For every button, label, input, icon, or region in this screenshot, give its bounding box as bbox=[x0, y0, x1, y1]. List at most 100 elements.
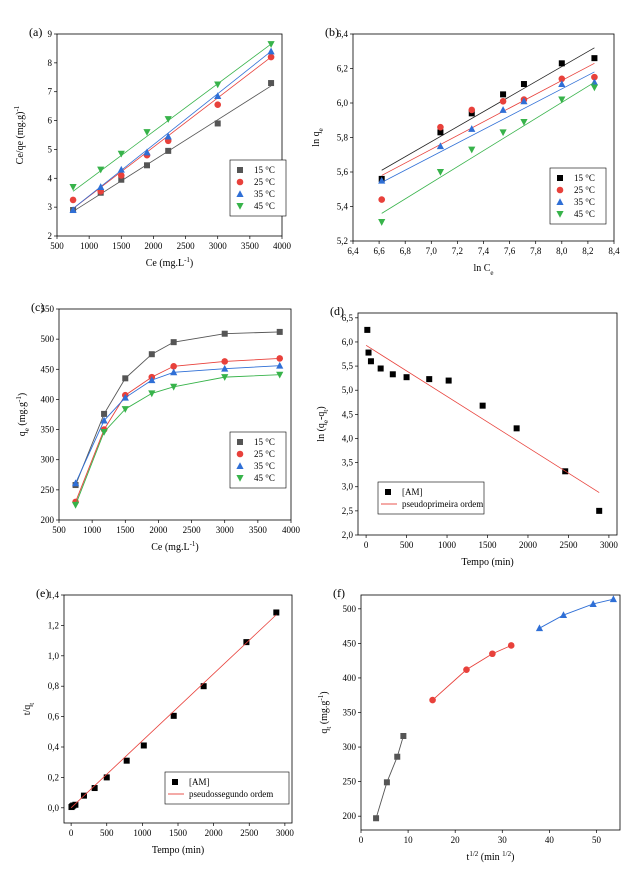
y-tick-label: 6,0 bbox=[342, 337, 354, 347]
series-2 bbox=[71, 361, 284, 487]
y-tick-label: 5,8 bbox=[337, 133, 349, 143]
x-axis-label: Tempo (min) bbox=[152, 845, 204, 856]
data-point bbox=[118, 176, 125, 183]
data-point bbox=[143, 129, 151, 136]
y-tick-label: 3,0 bbox=[342, 482, 354, 492]
data-point bbox=[558, 60, 565, 67]
y-tick-label: 2,0 bbox=[342, 530, 354, 540]
data-point bbox=[367, 358, 374, 365]
x-tick-label: 1500 bbox=[169, 828, 188, 838]
data-point bbox=[117, 165, 125, 173]
x-tick-label: 8,2 bbox=[582, 246, 593, 256]
data-point bbox=[609, 595, 618, 603]
legend-marker bbox=[556, 211, 564, 218]
y-tick-label: 2,5 bbox=[342, 506, 354, 516]
data-point bbox=[400, 733, 407, 739]
legend-marker bbox=[556, 186, 564, 194]
x-tick-label: 6,8 bbox=[400, 246, 412, 256]
x-tick-label: 500 bbox=[50, 241, 64, 251]
fit-line bbox=[72, 43, 272, 192]
y-tick-label: 6,0 bbox=[337, 98, 349, 108]
fit-line bbox=[72, 85, 272, 212]
y-tick-label: 5,2 bbox=[337, 236, 348, 246]
y-axis-label: qe (mg.g-1) bbox=[15, 393, 31, 436]
y-tick-label: 4 bbox=[48, 173, 53, 183]
legend-marker bbox=[237, 439, 243, 445]
x-tick-label: 1500 bbox=[116, 525, 135, 535]
y-tick-label: 550 bbox=[41, 304, 55, 314]
data-point bbox=[100, 428, 108, 436]
fit-line bbox=[381, 62, 595, 176]
x-tick-label: 2000 bbox=[519, 540, 538, 550]
y-tick-label: 400 bbox=[41, 394, 55, 404]
y-axis-label: ln (qe-qt) bbox=[316, 406, 330, 441]
y-tick-label: 0,8 bbox=[48, 681, 60, 691]
x-axis-label: ln Ce bbox=[473, 263, 493, 277]
legend-entry: pseudossegundo ordem bbox=[189, 789, 273, 799]
data-point bbox=[389, 371, 396, 378]
fit-line bbox=[381, 47, 595, 171]
y-tick-label: 0,2 bbox=[48, 772, 59, 782]
data-point bbox=[520, 118, 528, 126]
legend-marker bbox=[557, 175, 563, 181]
data-point bbox=[121, 406, 129, 413]
data-point bbox=[436, 142, 445, 150]
series-line bbox=[432, 645, 512, 701]
data-point bbox=[479, 402, 486, 409]
y-tick-label: 1,4 bbox=[48, 590, 60, 600]
legend-entry: 15 °C bbox=[254, 437, 275, 447]
legend: 15 °C 25 °C 35 °C 45 °C bbox=[549, 167, 607, 225]
data-point bbox=[429, 696, 436, 704]
legend-box bbox=[164, 771, 290, 805]
chart-panel-c: 500 1000 1500 2000 2500 3000 3500 4000 200 250 300… bbox=[15, 300, 301, 553]
y-tick-label: 450 bbox=[343, 638, 357, 648]
x-tick-label: 2000 bbox=[205, 828, 224, 838]
x-tick-label: 500 bbox=[100, 828, 114, 838]
data-point bbox=[214, 81, 222, 89]
x-axis-label: t1/2 (min 1/2) bbox=[467, 850, 515, 863]
legend-entry: 35 °C bbox=[574, 197, 595, 207]
chart-panel-a: 500 1000 1500 2000 2500 3000 3500 4000 2 3 4 5 6 7 8 9 (… bbox=[13, 25, 292, 269]
legend-entry: 25 °C bbox=[254, 449, 275, 459]
x-tick-label: 1000 bbox=[80, 241, 99, 251]
data-point bbox=[499, 129, 507, 137]
x-tick-label: 4000 bbox=[282, 525, 301, 535]
data-point bbox=[221, 358, 229, 365]
data-point bbox=[221, 374, 229, 381]
legend-marker bbox=[236, 178, 244, 186]
legend-marker bbox=[236, 190, 244, 197]
data-point bbox=[214, 92, 222, 100]
data-point bbox=[221, 364, 229, 372]
data-point bbox=[520, 97, 528, 105]
data-point bbox=[164, 116, 172, 123]
data-point bbox=[377, 365, 384, 372]
data-point bbox=[591, 55, 598, 62]
y-tick-label: 4,5 bbox=[342, 409, 354, 419]
data-point bbox=[500, 91, 507, 98]
x-tick-label: 3000 bbox=[276, 828, 295, 838]
series-0 bbox=[373, 733, 407, 822]
y-tick-label: 3,5 bbox=[342, 458, 354, 468]
data-point bbox=[170, 368, 178, 376]
series-3 bbox=[69, 41, 275, 192]
legend: [AM] pseudossegundo ordem bbox=[164, 771, 290, 805]
x-tick-label: 1500 bbox=[112, 241, 131, 251]
y-tick-label: 450 bbox=[41, 364, 55, 374]
data-point bbox=[140, 742, 147, 749]
plot-frame bbox=[56, 33, 283, 237]
data-point bbox=[437, 129, 444, 136]
series-1 bbox=[429, 642, 515, 704]
data-point bbox=[520, 81, 527, 88]
y-tick-label: 6,2 bbox=[337, 64, 348, 74]
legend-marker bbox=[236, 203, 244, 210]
data-point bbox=[468, 106, 476, 114]
data-point bbox=[170, 362, 177, 370]
series-0 bbox=[378, 47, 598, 182]
y-tick-label: 500 bbox=[41, 334, 55, 344]
x-tick-label: 2500 bbox=[177, 241, 196, 251]
panel-label: (e) bbox=[36, 586, 49, 600]
data-point bbox=[69, 183, 77, 191]
y-tick-label: 250 bbox=[41, 485, 55, 495]
series-2 bbox=[535, 595, 618, 632]
